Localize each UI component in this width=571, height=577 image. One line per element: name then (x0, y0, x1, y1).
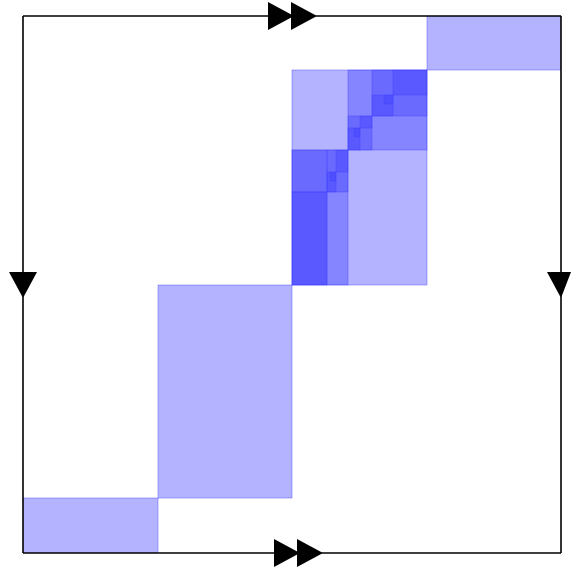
block-level2-1 (291, 149, 349, 286)
block-level4-4 (392, 69, 428, 96)
double-arrow-right-icon (274, 539, 323, 567)
block-level3-1 (291, 191, 328, 286)
block-level5-3 (329, 171, 337, 182)
arrow-down-icon (547, 272, 571, 298)
block-level4-1 (291, 191, 328, 286)
block-level4-7 (359, 115, 373, 129)
edge-markers (9, 2, 571, 567)
block-upper-middle (291, 69, 428, 286)
block-level5-1 (383, 94, 394, 105)
block-lower-middle (157, 284, 293, 499)
square-blocks (22, 15, 562, 554)
arrow-down-icon (9, 272, 37, 298)
block-level3-4 (371, 69, 428, 117)
block-level4-5 (371, 94, 394, 117)
block-top-right (426, 15, 562, 71)
block-level5-2 (353, 127, 361, 138)
double-arrow-right-icon (268, 2, 317, 30)
block-bottom-left (22, 497, 159, 554)
block-level4-3 (335, 149, 349, 173)
block-level3-2 (291, 149, 328, 193)
